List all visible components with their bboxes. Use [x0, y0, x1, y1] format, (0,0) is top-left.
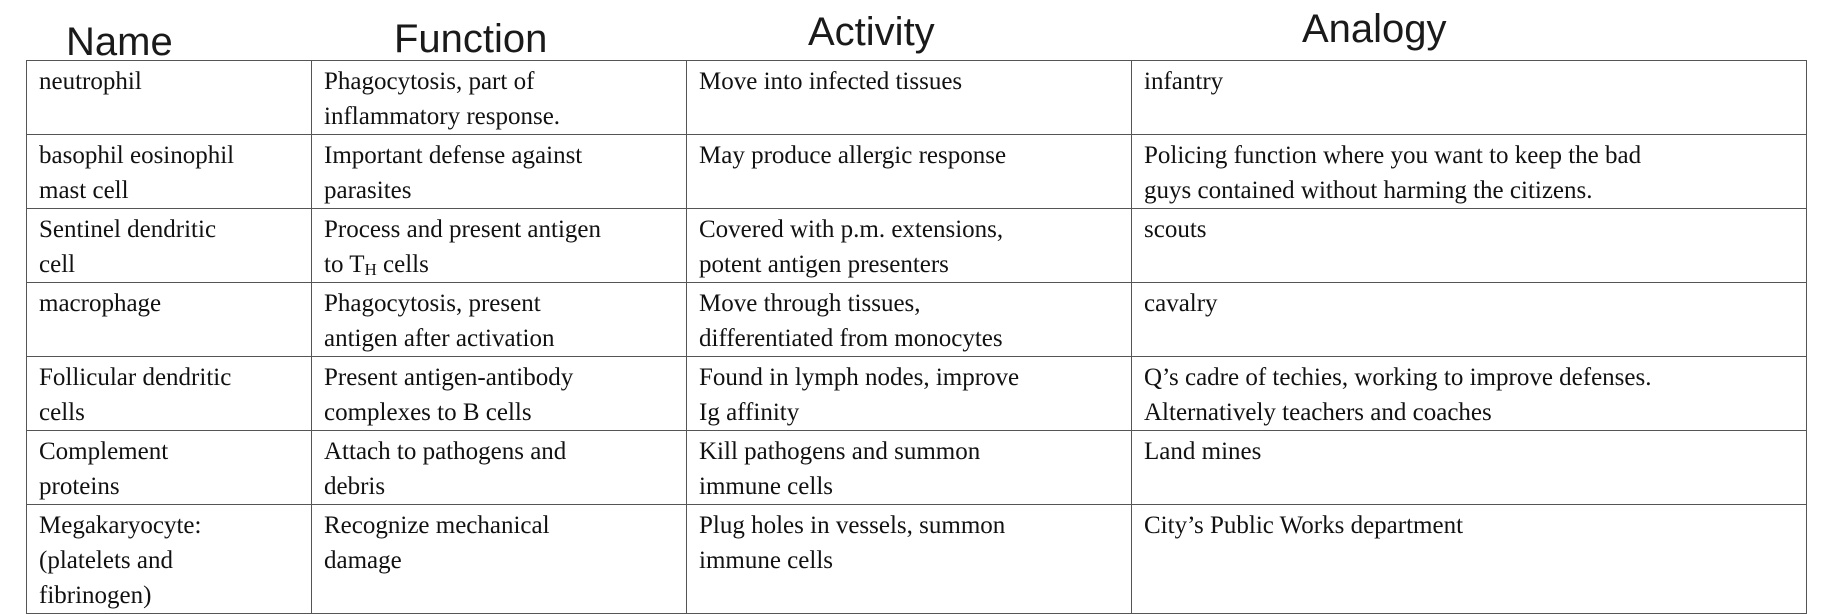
- activity-cell: Plug holes in vessels, summon immune cel…: [686, 504, 1132, 614]
- header-analogy: Analogy: [1302, 7, 1447, 51]
- cell-text: damage: [324, 547, 402, 574]
- cell-text: cells: [39, 399, 85, 426]
- name-cell: Complement proteins: [26, 430, 312, 505]
- function-cell: Attach to pathogens and debris: [311, 430, 687, 505]
- name-cell: Follicular dendritic cells: [26, 356, 312, 431]
- function-cell: Recognize mechanical damage: [311, 504, 687, 614]
- function-cell: Phagocytosis, present antigen after acti…: [311, 282, 687, 357]
- cell-text: Important defense against: [324, 142, 583, 169]
- activity-cell: May produce allergic response: [686, 134, 1132, 209]
- cell-text: complexes to B cells: [324, 399, 532, 426]
- header-function: Function: [394, 17, 548, 61]
- cell-text: Attach to pathogens and: [324, 438, 567, 465]
- cell-text: Move into infected tissues: [699, 68, 963, 95]
- activity-cell: Covered with p.m. extensions, potent ant…: [686, 208, 1132, 283]
- cell-text: Q’s cadre of techies, working to improve…: [1144, 364, 1652, 391]
- cell-text: potent antigen presenters: [699, 251, 949, 278]
- activity-cell: Move through tissues, differentiated fro…: [686, 282, 1132, 357]
- activity-cell: Move into infected tissues: [686, 60, 1132, 135]
- table-row: Megakaryocyte: (platelets and fibrinogen…: [26, 504, 1807, 614]
- cell-text: parasites: [324, 177, 412, 204]
- analogy-cell: Q’s cadre of techies, working to improve…: [1131, 356, 1807, 431]
- text-suffix: cells: [376, 251, 429, 278]
- cell-text: Process and present antigen: [324, 216, 602, 243]
- cell-text: Land mines: [1144, 438, 1262, 465]
- cell-text: cell: [39, 251, 76, 278]
- cell-text: basophil eosinophil: [39, 142, 235, 169]
- cell-text: Phagocytosis, present: [324, 290, 541, 317]
- function-cell: Phagocytosis, part of inflammatory respo…: [311, 60, 687, 135]
- cell-types-table: neutrophil Phagocytosis, part of inflamm…: [26, 60, 1807, 614]
- cell-text: Recognize mechanical: [324, 512, 550, 539]
- table-row: Complement proteins Attach to pathogens …: [26, 430, 1807, 505]
- cell-text: immune cells: [699, 473, 833, 500]
- cell-text: (platelets and: [39, 547, 173, 574]
- cell-text: Plug holes in vessels, summon: [699, 512, 1006, 539]
- cell-text: Phagocytosis, part of: [324, 68, 535, 95]
- text-prefix: to T: [324, 251, 365, 278]
- header-name: Name: [66, 20, 173, 64]
- cell-text: guys contained without harming the citiz…: [1144, 177, 1593, 204]
- cell-text: Policing function where you want to keep…: [1144, 142, 1642, 169]
- table-row: neutrophil Phagocytosis, part of inflamm…: [26, 60, 1807, 135]
- cell-text: fibrinogen): [39, 582, 152, 609]
- cell-text: Alternatively teachers and coaches: [1144, 399, 1492, 426]
- cell-text: mast cell: [39, 177, 129, 204]
- cell-text-subscript-line: to TH cells: [324, 247, 686, 282]
- name-cell: macrophage: [26, 282, 312, 357]
- function-cell: Important defense against parasites: [311, 134, 687, 209]
- table-row: basophil eosinophil mast cell Important …: [26, 134, 1807, 209]
- column-headers: Name Function Activity Analogy: [0, 0, 1828, 66]
- cell-text: Move through tissues,: [699, 290, 921, 317]
- cell-text: Complement: [39, 438, 169, 465]
- activity-cell: Found in lymph nodes, improve Ig affinit…: [686, 356, 1132, 431]
- cell-text: neutrophil: [39, 68, 142, 95]
- cell-text: Kill pathogens and summon: [699, 438, 981, 465]
- analogy-cell: cavalry: [1131, 282, 1807, 357]
- cell-text: cavalry: [1144, 290, 1218, 317]
- table-row: Sentinel dendritic cell Process and pres…: [26, 208, 1807, 283]
- cell-text: May produce allergic response: [699, 142, 1007, 169]
- subscript-text: H: [364, 260, 377, 279]
- cell-text: antigen after activation: [324, 325, 555, 352]
- cell-text: Covered with p.m. extensions,: [699, 216, 1004, 243]
- analogy-cell: scouts: [1131, 208, 1807, 283]
- cell-text: immune cells: [699, 547, 833, 574]
- cell-text: debris: [324, 473, 386, 500]
- table-row: macrophage Phagocytosis, present antigen…: [26, 282, 1807, 357]
- name-cell: neutrophil: [26, 60, 312, 135]
- analogy-cell: Land mines: [1131, 430, 1807, 505]
- cell-text: proteins: [39, 473, 120, 500]
- analogy-cell: Policing function where you want to keep…: [1131, 134, 1807, 209]
- name-cell: basophil eosinophil mast cell: [26, 134, 312, 209]
- cell-text: Sentinel dendritic: [39, 216, 217, 243]
- cell-text: Present antigen-antibody: [324, 364, 574, 391]
- header-activity: Activity: [808, 10, 935, 54]
- function-cell: Process and present antigen to TH cells: [311, 208, 687, 283]
- cell-text: Follicular dendritic: [39, 364, 232, 391]
- cell-text: City’s Public Works department: [1144, 512, 1464, 539]
- cell-text: macrophage: [39, 290, 162, 317]
- analogy-cell: infantry: [1131, 60, 1807, 135]
- analogy-cell: City’s Public Works department: [1131, 504, 1807, 614]
- function-cell: Present antigen-antibody complexes to B …: [311, 356, 687, 431]
- cell-text: inflammatory response.: [324, 103, 561, 130]
- name-cell: Megakaryocyte: (platelets and fibrinogen…: [26, 504, 312, 614]
- table-row: Follicular dendritic cells Present antig…: [26, 356, 1807, 431]
- cell-text: Ig affinity: [699, 399, 800, 426]
- cell-text: Found in lymph nodes, improve: [699, 364, 1020, 391]
- cell-text: differentiated from monocytes: [699, 325, 1003, 352]
- cell-text: infantry: [1144, 68, 1224, 95]
- name-cell: Sentinel dendritic cell: [26, 208, 312, 283]
- cell-text: Megakaryocyte:: [39, 512, 202, 539]
- activity-cell: Kill pathogens and summon immune cells: [686, 430, 1132, 505]
- cell-text: scouts: [1144, 216, 1207, 243]
